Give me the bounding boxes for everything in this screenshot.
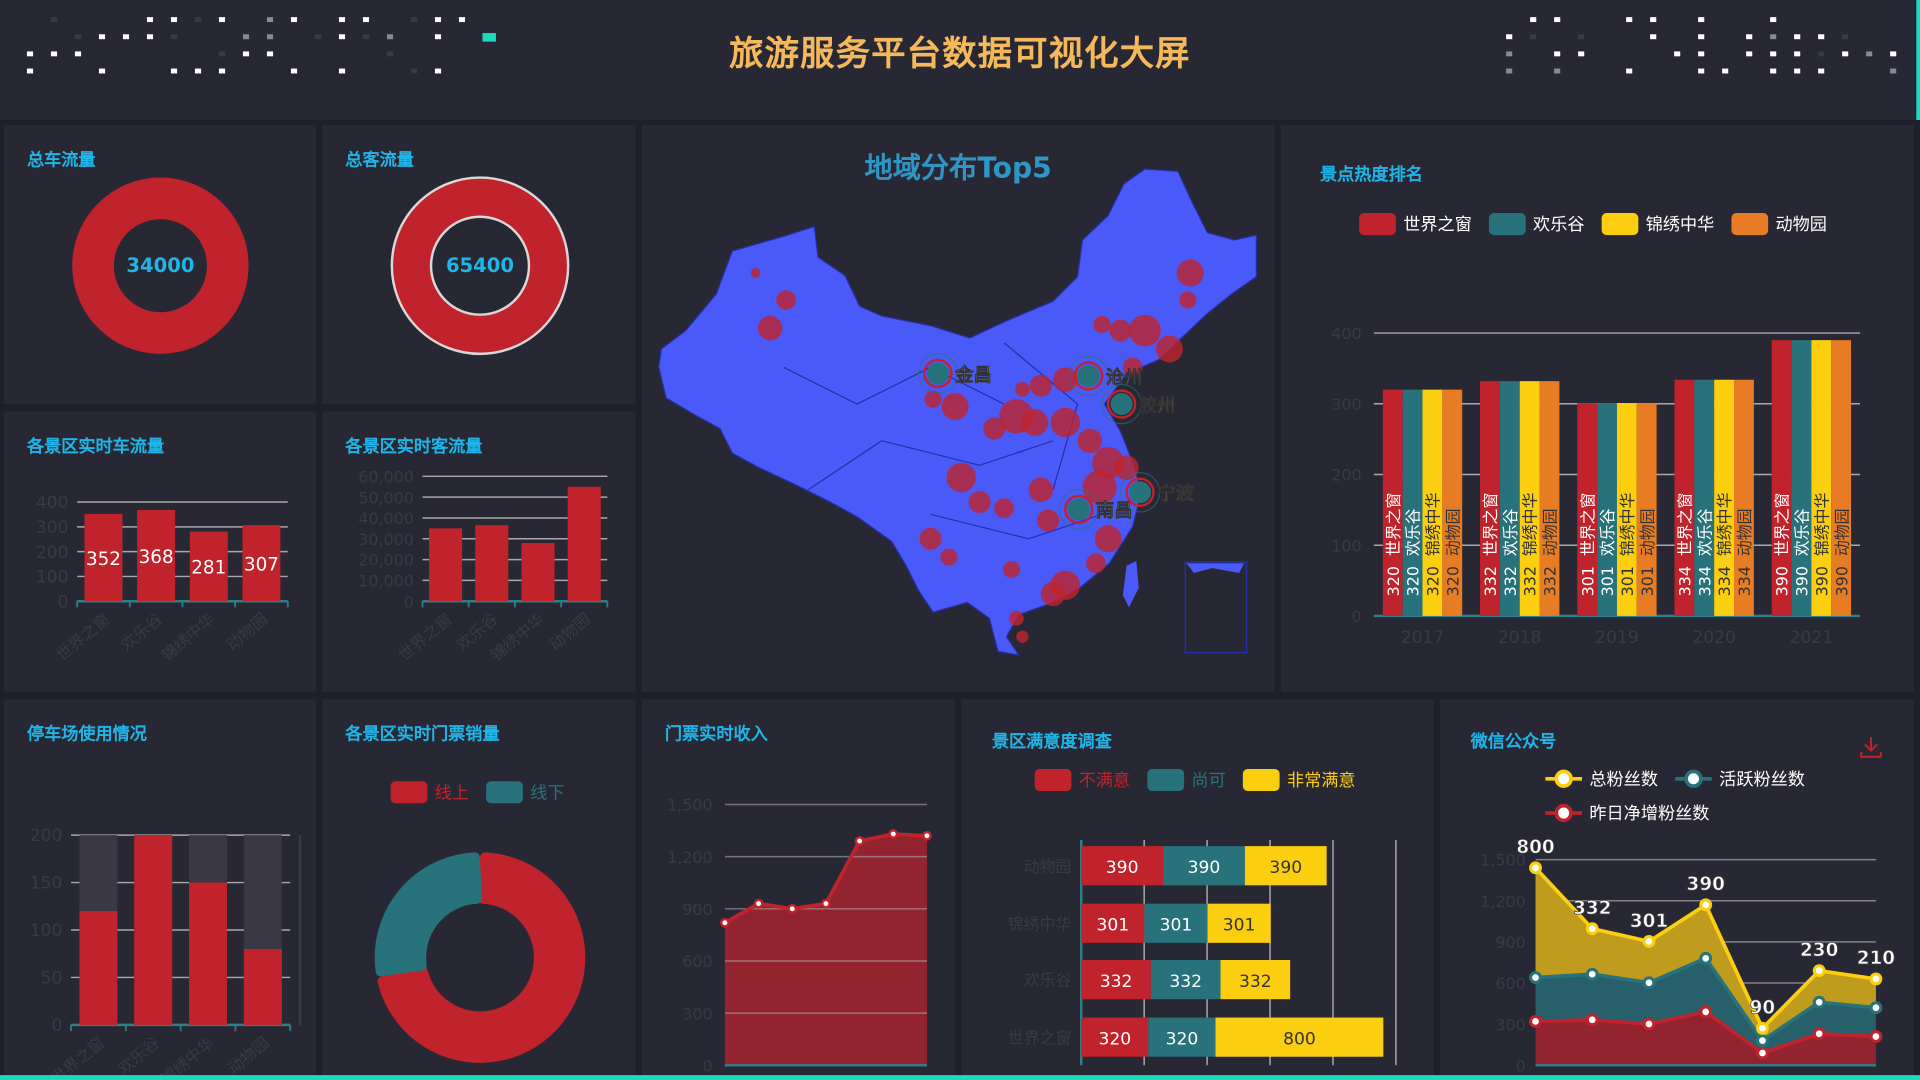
- legend-swatch: [390, 781, 428, 804]
- legend-item[interactable]: 动物园: [1731, 212, 1827, 236]
- panel-title: 景点热度排名: [1320, 165, 1423, 185]
- panel-map: 地域分布Top5: [641, 124, 1275, 692]
- legend-item[interactable]: 锦绣中华: [1601, 212, 1715, 236]
- panel-title: 停车场使用情况: [26, 724, 147, 745]
- panel-title: 总客流量: [345, 150, 414, 171]
- legend-label: 活跃粉丝数: [1719, 770, 1805, 790]
- panel-title: 各景区实时门票销量: [345, 724, 500, 745]
- legend-label: 欢乐谷: [1533, 215, 1585, 236]
- legend-item[interactable]: 不满意: [1034, 768, 1131, 792]
- legend-label: 锦绣中华: [1645, 215, 1715, 236]
- legend-item[interactable]: 活跃粉丝数: [1675, 767, 1805, 791]
- legend-swatch: [1488, 213, 1526, 236]
- panel-revenue: 门票实时收入: [641, 699, 956, 1080]
- legend-item[interactable]: 总粉丝数: [1545, 767, 1658, 791]
- legend-item[interactable]: 欢乐谷: [1488, 212, 1585, 236]
- legend-swatch: [1601, 213, 1639, 236]
- legend-label: 总粉丝数: [1589, 770, 1658, 790]
- legend-label: 昨日净增粉丝数: [1589, 804, 1710, 825]
- panel-total-cars: 总车流量: [3, 124, 316, 405]
- legend-line-icon: [1545, 803, 1583, 823]
- panel-hotness: 景点热度排名 世界之窗 欢乐谷 锦绣中华 动物园: [1280, 124, 1914, 692]
- legend-label: 尚可: [1191, 771, 1226, 792]
- legend-swatch: [1731, 213, 1769, 236]
- legend-label: 动物园: [1775, 215, 1827, 236]
- legend-label: 世界之窗: [1403, 215, 1472, 236]
- legend-item[interactable]: 尚可: [1147, 768, 1226, 792]
- wechat-legend: 总粉丝数 活跃粉丝数: [1545, 767, 1822, 791]
- accent-line: [0, 1075, 1920, 1080]
- page-title: 旅游服务平台数据可视化大屏: [729, 33, 1191, 74]
- panel-title: 各景区实时车流量: [26, 437, 165, 457]
- accent-line: [1916, 0, 1920, 121]
- panel-parking: 停车场使用情况: [3, 699, 316, 1080]
- panel-title: 景区满意度调查: [991, 732, 1112, 752]
- map-title: 地域分布Top5: [864, 153, 1052, 185]
- legend-swatch: [1147, 768, 1185, 792]
- legend-item[interactable]: 线上: [390, 780, 469, 804]
- panel-total-visitors: 总客流量: [322, 124, 636, 405]
- panel-visitor-flow: 各景区实时客流量: [322, 411, 636, 692]
- legend-item[interactable]: 线下: [486, 780, 564, 804]
- panel-wechat: 微信公众号 总粉丝数 活跃粉丝数 昨日净增粉丝数: [1440, 699, 1914, 1080]
- header: 旅游服务平台数据可视化大屏: [0, 0, 1920, 121]
- legend-label: 不满意: [1078, 771, 1131, 792]
- panel-title: 总车流量: [26, 150, 96, 171]
- hotness-legend: 世界之窗 欢乐谷 锦绣中华 动物园: [1359, 212, 1844, 236]
- legend-item[interactable]: 昨日净增粉丝数: [1545, 801, 1709, 825]
- satisfaction-legend: 不满意 尚可 非常满意: [1034, 768, 1373, 792]
- panel-car-flow: 各景区实时车流量: [3, 411, 316, 692]
- wechat-legend-row2: 昨日净增粉丝数: [1545, 801, 1726, 825]
- legend-label: 线下: [530, 783, 565, 804]
- panel-title: 微信公众号: [1470, 732, 1557, 752]
- legend-label: 非常满意: [1286, 771, 1356, 792]
- download-icon[interactable]: [1859, 735, 1883, 759]
- legend-item[interactable]: 非常满意: [1242, 768, 1356, 792]
- legend-line-icon: [1675, 769, 1712, 788]
- panel-satisfaction: 景区满意度调查 不满意 尚可 非常满意: [961, 699, 1434, 1080]
- tickets-legend: 线上 线下: [390, 780, 582, 804]
- panel-title: 各景区实时客流量: [345, 437, 483, 457]
- panel-tickets: 各景区实时门票销量 线上 线下: [322, 699, 636, 1080]
- legend-item[interactable]: 世界之窗: [1359, 212, 1472, 236]
- legend-line-icon: [1545, 769, 1583, 788]
- legend-swatch: [1359, 213, 1396, 236]
- legend-swatch: [1242, 768, 1280, 792]
- legend-swatch: [486, 781, 523, 804]
- legend-swatch: [1034, 768, 1072, 792]
- panel-title: 门票实时收入: [664, 724, 768, 745]
- legend-label: 线上: [434, 783, 469, 804]
